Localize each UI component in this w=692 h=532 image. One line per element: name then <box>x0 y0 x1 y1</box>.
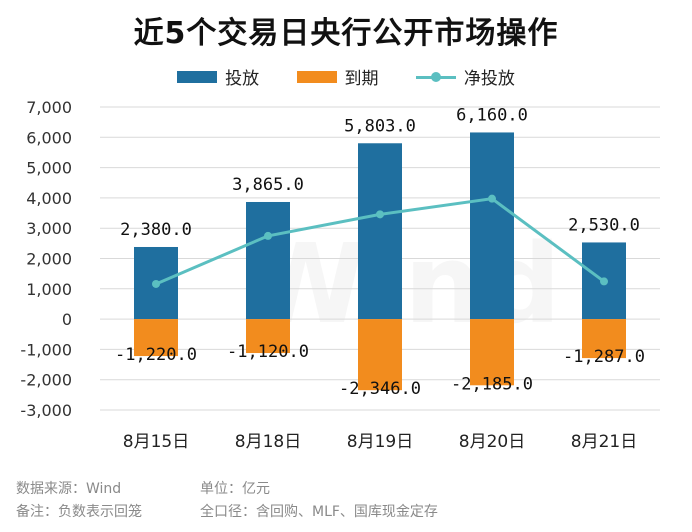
chart-plot: 7,000 6,000 5,000 4,000 3,000 2,000 1,000 0 -1,0… <box>20 98 660 452</box>
note-scope: 全口径：含回购、MLF、国库现金定存 <box>200 504 438 520</box>
data-label-到期: -1,220.0 <box>115 345 197 365</box>
data-label-投放: 2,530.0 <box>568 215 640 235</box>
note-source: 数据来源：Wind <box>16 481 122 497</box>
y-tick-label: -3,000 <box>20 401 72 420</box>
legend-label-投放: 投放 <box>225 69 260 89</box>
data-label-投放: 3,865.0 <box>232 175 304 195</box>
bar-到期 <box>134 319 178 357</box>
x-tick-label: 8月15日 <box>123 432 189 452</box>
y-tick-label: 4,000 <box>26 189 72 208</box>
data-label-投放: 2,380.0 <box>120 220 192 240</box>
legend-item-投放: 投放 <box>177 64 259 89</box>
data-label-投放: 5,803.0 <box>344 116 416 136</box>
legend-line-净投放 <box>415 71 456 83</box>
y-tick-label: 2,000 <box>26 250 72 269</box>
y-tick-label: 7,000 <box>26 98 72 117</box>
bar-到期 <box>582 319 626 359</box>
x-tick-label: 8月19日 <box>347 432 413 452</box>
legend-item-净投放: 净投放 <box>415 64 515 89</box>
y-tick-label: 3,000 <box>26 219 72 238</box>
legend-label-净投放: 净投放 <box>463 69 515 89</box>
point-净投放 <box>600 277 608 286</box>
chart-title: 近5个交易日央行公开市场操作 <box>133 16 559 51</box>
y-tick-label: 5,000 <box>26 159 72 178</box>
bar-到期 <box>470 319 514 386</box>
bar-到期 <box>358 319 402 391</box>
bar-投放 <box>470 132 514 320</box>
point-净投放 <box>152 279 160 288</box>
data-label-投放: 6,160.0 <box>456 105 528 125</box>
x-tick-label: 8月21日 <box>571 432 637 452</box>
legend-item-到期: 到期 <box>296 64 379 89</box>
data-label-到期: -1,120.0 <box>227 342 309 362</box>
legend-label-到期: 到期 <box>344 69 379 89</box>
legend-swatch-到期 <box>296 70 337 83</box>
point-净投放 <box>264 231 272 240</box>
y-tick-label: -2,000 <box>20 371 72 390</box>
data-label-到期: -2,185.0 <box>451 374 533 394</box>
chart-notes: 数据来源：Wind 单位：亿元 备注：负数表示回笼 全口径：含回购、MLF、国库… <box>10 478 680 524</box>
bar-到期 <box>246 319 290 354</box>
bar-投放 <box>358 143 402 320</box>
data-label-到期: -1,287.0 <box>563 347 645 367</box>
point-净投放 <box>488 194 496 203</box>
note-unit: 单位：亿元 <box>200 481 270 497</box>
point-净投放 <box>376 210 384 219</box>
y-tick-label: 6,000 <box>26 128 72 147</box>
y-tick-label: 1,000 <box>26 280 72 299</box>
y-tick-label: -1,000 <box>20 340 72 359</box>
legend: 投放 到期 净投放 <box>0 64 692 89</box>
bar-投放 <box>246 201 290 320</box>
x-tick-label: 8月18日 <box>235 432 301 452</box>
note-remark: 备注：负数表示回笼 <box>16 504 142 520</box>
x-tick-label: 8月20日 <box>459 432 525 452</box>
legend-swatch-投放 <box>177 70 218 83</box>
data-label-到期: -2,346.0 <box>339 379 421 399</box>
y-tick-label: 0 <box>62 310 72 329</box>
